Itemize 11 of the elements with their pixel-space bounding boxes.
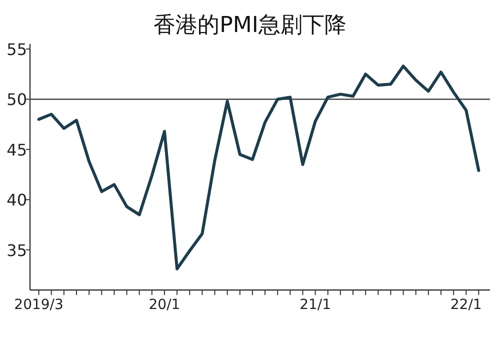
y-tick-label: 45 [6, 140, 27, 160]
x-tick-label: 20/1 [148, 297, 180, 313]
y-tick-label: 55 [6, 40, 27, 60]
y-tick-label: 50 [6, 90, 27, 110]
x-tick-label: 21/1 [300, 297, 332, 313]
y-tick-label: 40 [6, 190, 27, 210]
chart-title: 香港的PMI急剧下降 [154, 13, 346, 38]
y-tick-label: 35 [6, 240, 27, 260]
x-tick-label: 2019/3 [14, 297, 64, 313]
line-series [37, 64, 480, 270]
x-tick-label: 22/1 [450, 297, 482, 313]
